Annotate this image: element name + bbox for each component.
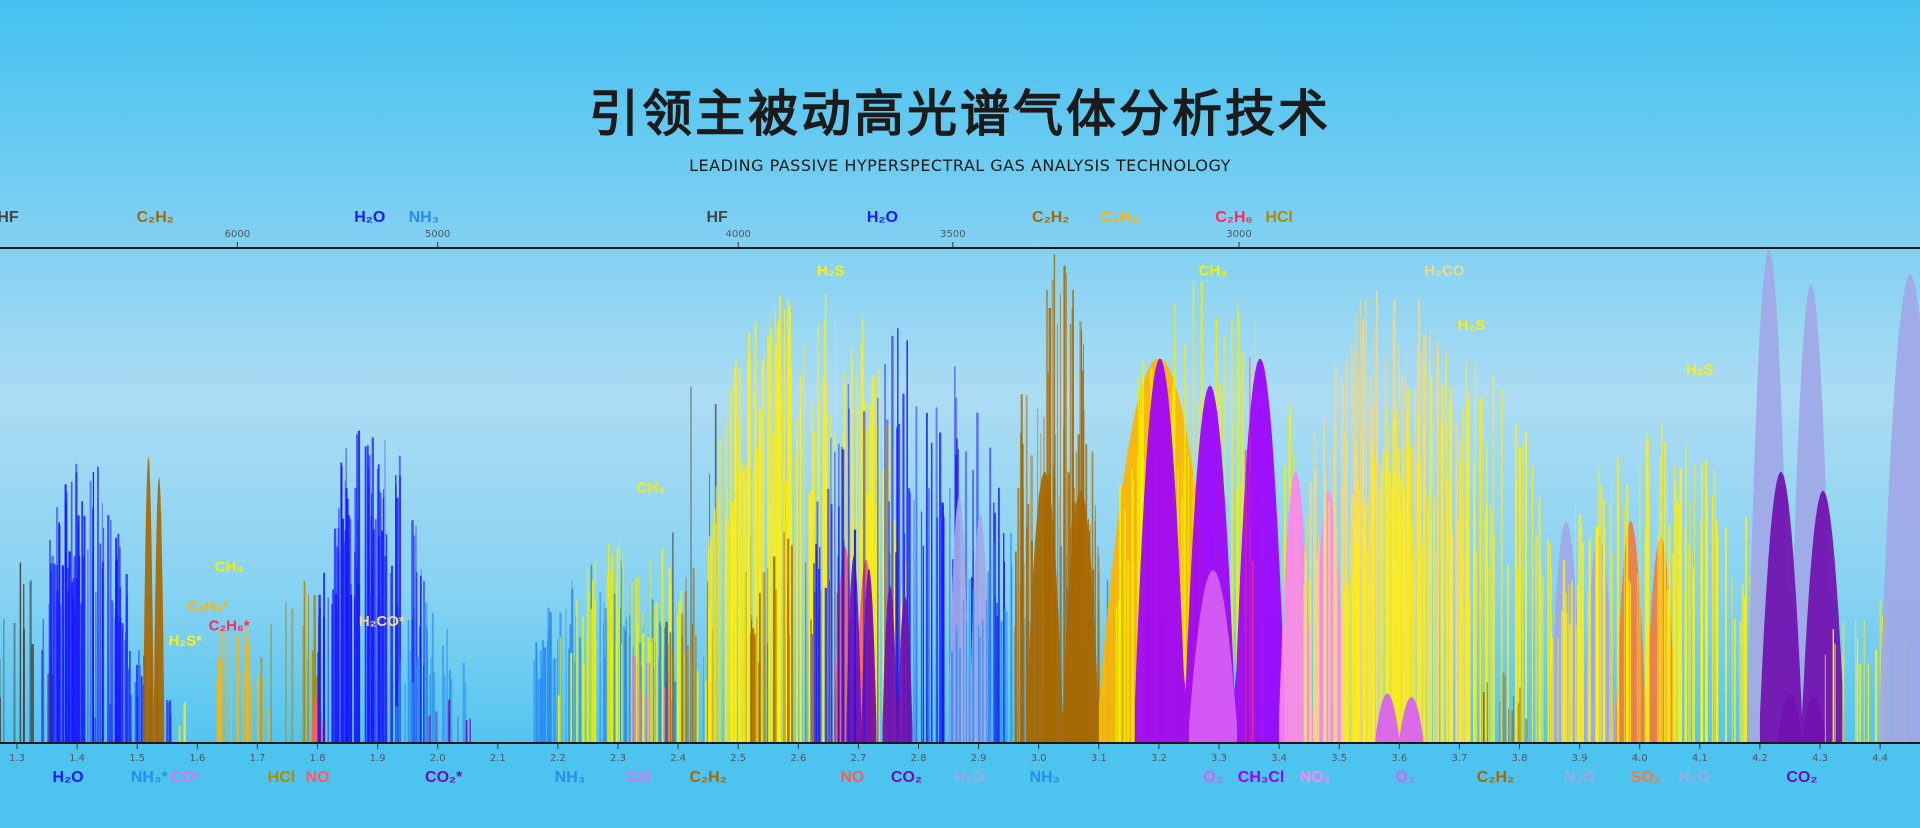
x-tick-label: 3.0	[1031, 753, 1047, 764]
x-tick-label: 2.3	[610, 753, 626, 764]
gas-label-nh3: NH₃	[555, 769, 586, 786]
x-tick-label: 2.8	[911, 753, 927, 764]
gas-label-hf: HF	[707, 209, 729, 226]
gas-label-c2h6: C₂H₆*	[209, 618, 250, 635]
gas-label-co: CO*	[170, 769, 201, 786]
gas-label-c2h4: C₂H₄*	[187, 598, 228, 615]
x-tick-label: 4.0	[1632, 753, 1648, 764]
gas-label-h2o: H₂O	[867, 209, 898, 226]
x-tick-label: 3.9	[1572, 753, 1588, 764]
gas-label-hcl: HCl	[268, 769, 296, 786]
gas-label-c2h2: C₂H₂	[1477, 769, 1514, 786]
gas-label-n2o: N₂O	[1564, 769, 1595, 786]
x-tick-label: 1.5	[129, 753, 145, 764]
gas-label-no: NO	[840, 769, 864, 786]
x-tick-label: 2.1	[490, 753, 506, 764]
gas-label-h2s: H₂S	[1686, 361, 1714, 378]
x-tick-label: 1.6	[189, 753, 205, 764]
x-tick-label: 4.3	[1812, 753, 1828, 764]
gas-label-no: NO	[306, 769, 330, 786]
gas-label-n2o: H₂O	[954, 769, 985, 786]
band-co2-fill	[1759, 471, 1845, 743]
band-c2h2-fill	[143, 457, 165, 743]
gas-label-co2: CO₂	[891, 769, 922, 786]
band-co2-fill	[882, 585, 913, 743]
gas-label-co2: CO₂	[1786, 769, 1817, 786]
gas-label-nh3: NH₃	[409, 209, 440, 226]
x-tick-label: 3.1	[1091, 753, 1107, 764]
gas-label-co2: CO₂*	[425, 769, 463, 786]
gas-label-n2o: H₂O	[1678, 769, 1709, 786]
band-o3-fill	[1375, 693, 1424, 743]
band-c2h2-fill	[1026, 471, 1099, 743]
gas-label-h2s: H₂S	[1458, 317, 1486, 334]
band-o3-fill	[1188, 570, 1238, 743]
x-tick-label: 4.4	[1872, 753, 1888, 764]
top-tick-label: 3000	[1226, 229, 1251, 240]
gas-label-c2h6: C₂H₆	[1215, 209, 1252, 226]
gas-label-so2: SO₂	[1631, 769, 1661, 786]
x-tick-label: 3.2	[1151, 753, 1167, 764]
x-tick-label: 2.5	[730, 753, 746, 764]
x-tick-label: 3.5	[1331, 753, 1347, 764]
band-co2-fill	[1777, 693, 1827, 743]
gas-label-ch3cl: CH₃Cl	[1238, 769, 1285, 786]
x-tick-label: 2.9	[971, 753, 987, 764]
x-tick-label: 1.8	[310, 753, 326, 764]
x-tick-label: 2.6	[790, 753, 806, 764]
gas-label-o3: O₃	[1395, 769, 1415, 786]
x-tick-label: 2.0	[430, 753, 446, 764]
x-tick-label: 2.2	[550, 753, 566, 764]
gas-label-c2h4: C₂H₄	[1101, 209, 1139, 226]
x-tick-label: 1.7	[249, 753, 265, 764]
x-tick-label: 1.9	[370, 753, 386, 764]
gas-label-h2s: H₂S	[817, 263, 845, 280]
x-tick-label: 3.3	[1211, 753, 1227, 764]
x-tick-label: 4.2	[1752, 753, 1768, 764]
gas-label-ch4: CH₄	[1199, 263, 1228, 280]
bottom-band	[0, 744, 1920, 828]
x-tick-label: 3.6	[1391, 753, 1407, 764]
page-title: 引领主被动高光谱气体分析技术	[589, 85, 1331, 143]
x-tick-label: 1.4	[69, 753, 85, 764]
x-tick-label: 3.7	[1451, 753, 1467, 764]
gas-label-ch4: CH₄	[215, 559, 244, 576]
gas-label-h2s: H₂S*	[169, 632, 203, 649]
gas-label-h2o: H₂O	[53, 769, 84, 786]
gas-label-c2h2: C₂H₂	[137, 209, 174, 226]
page-subtitle: LEADING PASSIVE HYPERSPECTRAL GAS ANALYS…	[689, 156, 1231, 175]
gas-label-h2co: H₂CO	[1424, 263, 1464, 280]
top-tick-label: 5000	[425, 229, 450, 240]
top-tick-label: 4000	[725, 229, 750, 240]
gas-label-nh3: NH₃	[1029, 769, 1060, 786]
gas-label-h2co: H₂CO*	[359, 613, 405, 630]
gas-label-o3: O₃	[1203, 769, 1223, 786]
x-tick-label: 3.8	[1512, 753, 1528, 764]
gas-label-no2: NO₂	[1300, 769, 1331, 786]
top-tick-label: 3500	[940, 229, 965, 240]
gas-label-c2h2: C₂H₂	[689, 769, 726, 786]
axis-ticks: 1.3 1.4 1.5 1.6 1.7 1.8 1.9 2.0 2.1 2.2 2.3 2.4 2.5 2…	[9, 229, 1888, 764]
gas-label-h2o: H₂O	[354, 209, 385, 226]
band-n2o-fill	[1880, 274, 1920, 743]
x-tick-label: 4.1	[1692, 753, 1708, 764]
x-tick-label: 3.4	[1271, 753, 1287, 764]
x-tick-label: 2.4	[670, 753, 686, 764]
spectrum-bands	[0, 250, 1920, 743]
gas-label-nh3: NH₃*	[131, 769, 169, 786]
band-ch3cl-fill	[1134, 358, 1286, 743]
x-tick-label: 1.3	[9, 753, 25, 764]
gas-label-hf: HF	[0, 209, 19, 226]
gas-label-hcl: HCl	[1265, 209, 1293, 226]
gas-label-c2h2: C₂H₂	[1032, 209, 1069, 226]
gas-label-ch4: CH₄	[637, 480, 666, 497]
top-tick-label: 6000	[225, 229, 250, 240]
gas-label-co: CO	[627, 769, 651, 786]
x-tick-label: 2.7	[850, 753, 866, 764]
